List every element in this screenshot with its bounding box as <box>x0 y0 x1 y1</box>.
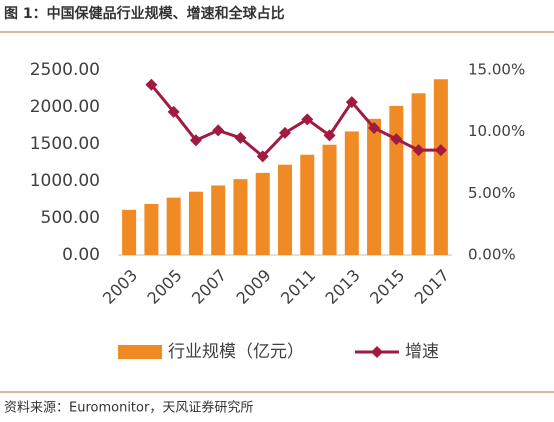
bar <box>255 172 270 255</box>
legend-label: 行业规模（亿元） <box>168 342 304 362</box>
bar <box>188 191 203 255</box>
bar <box>300 154 315 255</box>
marker <box>145 78 158 91</box>
y-tick-label: 2500.00 <box>30 60 100 80</box>
x-tick-label: 2007 <box>188 266 230 308</box>
bar <box>144 203 159 255</box>
marker <box>301 113 314 126</box>
bar <box>166 197 181 255</box>
y-tick-label: 2000.00 <box>30 97 100 117</box>
x-tick-label: 2015 <box>366 266 408 308</box>
y-tick-label: 0.00 <box>62 245 100 265</box>
bar <box>322 144 337 255</box>
marker <box>390 133 403 146</box>
marker <box>234 131 247 144</box>
x-tick-label: 2017 <box>411 266 453 308</box>
bar <box>211 185 226 255</box>
y2-tick-label: 15.00% <box>468 61 525 79</box>
bar <box>367 118 382 255</box>
x-tick-label: 2009 <box>233 266 275 308</box>
x-tick-label: 2003 <box>99 266 141 308</box>
y2-tick-label: 0.00% <box>468 246 516 264</box>
legend-marker <box>371 346 383 358</box>
bar <box>344 131 359 255</box>
bar <box>233 179 248 255</box>
y-tick-label: 1000.00 <box>30 171 100 191</box>
page-title: 图 1：中国保健品行业规模、增速和全球占比 <box>4 5 285 22</box>
x-tick-label: 2005 <box>143 266 185 308</box>
marker <box>189 134 202 147</box>
x-tick-label: 2013 <box>322 266 364 308</box>
y-tick-label: 1500.00 <box>30 134 100 154</box>
y2-tick-label: 5.00% <box>468 184 516 202</box>
legend-swatch <box>118 345 162 359</box>
y2-tick-label: 10.00% <box>468 122 525 140</box>
bar <box>411 93 426 255</box>
marker <box>212 124 225 137</box>
marker <box>279 126 291 139</box>
source: 资料来源：Euromonitor，天风证券研究所 <box>4 400 253 416</box>
marker <box>434 144 447 157</box>
marker <box>323 129 336 142</box>
marker <box>412 144 425 157</box>
marker <box>167 105 180 118</box>
x-tick-label: 2011 <box>277 266 319 308</box>
marker <box>345 96 358 109</box>
marker <box>368 121 381 134</box>
legend-label: 增速 <box>405 342 439 362</box>
bar <box>433 79 448 255</box>
bar <box>122 209 137 255</box>
bar <box>278 164 292 255</box>
y-tick-label: 500.00 <box>41 208 100 228</box>
bar <box>389 105 404 255</box>
marker <box>256 150 269 163</box>
